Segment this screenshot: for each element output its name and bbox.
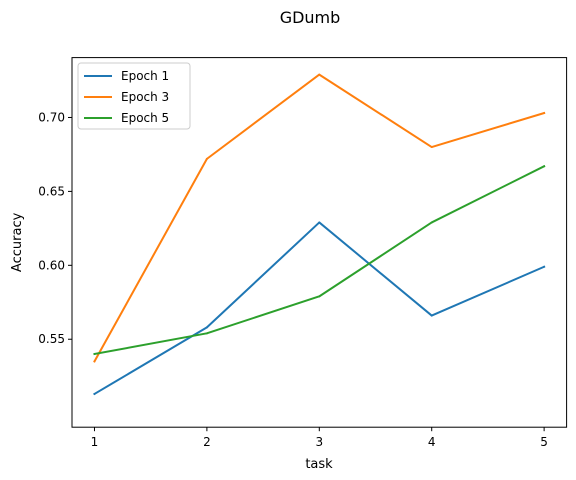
legend-label: Epoch 1 bbox=[121, 69, 169, 83]
data-point bbox=[93, 392, 96, 395]
x-tick-label: 4 bbox=[428, 435, 436, 449]
legend-label: Epoch 5 bbox=[121, 111, 169, 125]
series-line-3 bbox=[93, 164, 546, 356]
data-point bbox=[205, 157, 208, 160]
series-line-1 bbox=[93, 221, 546, 396]
x-tick-label: 3 bbox=[315, 435, 323, 449]
chart-title: GDumb bbox=[280, 8, 341, 27]
data-point bbox=[430, 146, 433, 149]
data-point bbox=[205, 332, 208, 335]
y-axis-label: Accuracy bbox=[10, 212, 25, 272]
y-axis: 0.55 0.60 0.65 0.70 bbox=[38, 110, 72, 346]
data-point bbox=[543, 165, 546, 168]
x-tick-label: 2 bbox=[203, 435, 211, 449]
x-axis-label: task bbox=[305, 457, 333, 472]
data-point bbox=[543, 112, 546, 115]
y-tick-label: 0.60 bbox=[38, 258, 65, 272]
data-point bbox=[205, 326, 208, 329]
chart-marks bbox=[93, 73, 546, 396]
data-point bbox=[430, 314, 433, 317]
data-point bbox=[318, 73, 321, 76]
data-point bbox=[318, 221, 321, 224]
data-point bbox=[93, 353, 96, 356]
legend-box bbox=[77, 62, 191, 130]
data-point bbox=[543, 265, 546, 268]
x-tick-label: 1 bbox=[91, 435, 99, 449]
x-axis: 1 2 3 4 5 bbox=[91, 427, 548, 449]
x-tick-label: 5 bbox=[540, 435, 548, 449]
legend-label: Epoch 3 bbox=[121, 90, 169, 104]
y-tick-label: 0.65 bbox=[38, 184, 65, 198]
data-point bbox=[318, 295, 321, 298]
y-tick-label: 0.70 bbox=[38, 110, 65, 124]
legend: Epoch 1 Epoch 3 Epoch 5 bbox=[77, 62, 191, 130]
y-tick-label: 0.55 bbox=[38, 332, 65, 346]
data-point bbox=[93, 360, 96, 363]
data-point bbox=[430, 221, 433, 224]
